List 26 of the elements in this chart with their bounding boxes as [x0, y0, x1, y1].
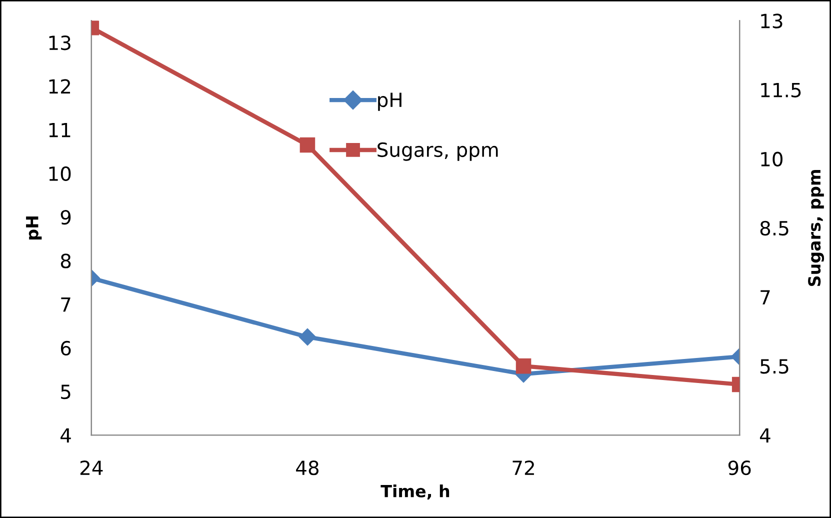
x-axis-title: Time, h: [380, 484, 450, 500]
y-tick-label: 8: [60, 254, 71, 268]
y2-tick-label: 13: [761, 14, 782, 28]
y-tick-label: 6: [60, 340, 71, 356]
y2-tick-label: 5.5: [760, 359, 788, 374]
y-tick-label: 4: [60, 428, 71, 443]
y-tick-label: 11: [49, 122, 70, 138]
y-tick-label: 9: [60, 210, 71, 225]
y-tick-label: 10: [49, 166, 71, 182]
x-tick-label: 96: [728, 460, 751, 476]
y2-tick-label: 11.5: [761, 83, 801, 98]
y2-tick-label: 10: [761, 152, 782, 167]
y-tick-label: 13: [49, 35, 70, 50]
y-axis-title: pH: [26, 216, 42, 240]
y2-tick-label: 8.5: [760, 220, 788, 236]
y-tick-label: 12: [49, 79, 70, 94]
x-tick-label: 24: [80, 460, 103, 475]
legend-label: pH: [378, 92, 402, 111]
legend-label: Sugars, ppm: [378, 142, 498, 161]
x-tick-label: 48: [296, 460, 319, 476]
y2-axis-title: Sugars, ppm: [808, 170, 824, 286]
y-tick-label: 7: [61, 297, 70, 312]
y2-tick-label: 7: [760, 290, 770, 304]
x-tick-label: 72: [512, 460, 534, 475]
y2-tick-label: 4: [760, 428, 770, 443]
y-tick-label: 5: [61, 384, 70, 400]
